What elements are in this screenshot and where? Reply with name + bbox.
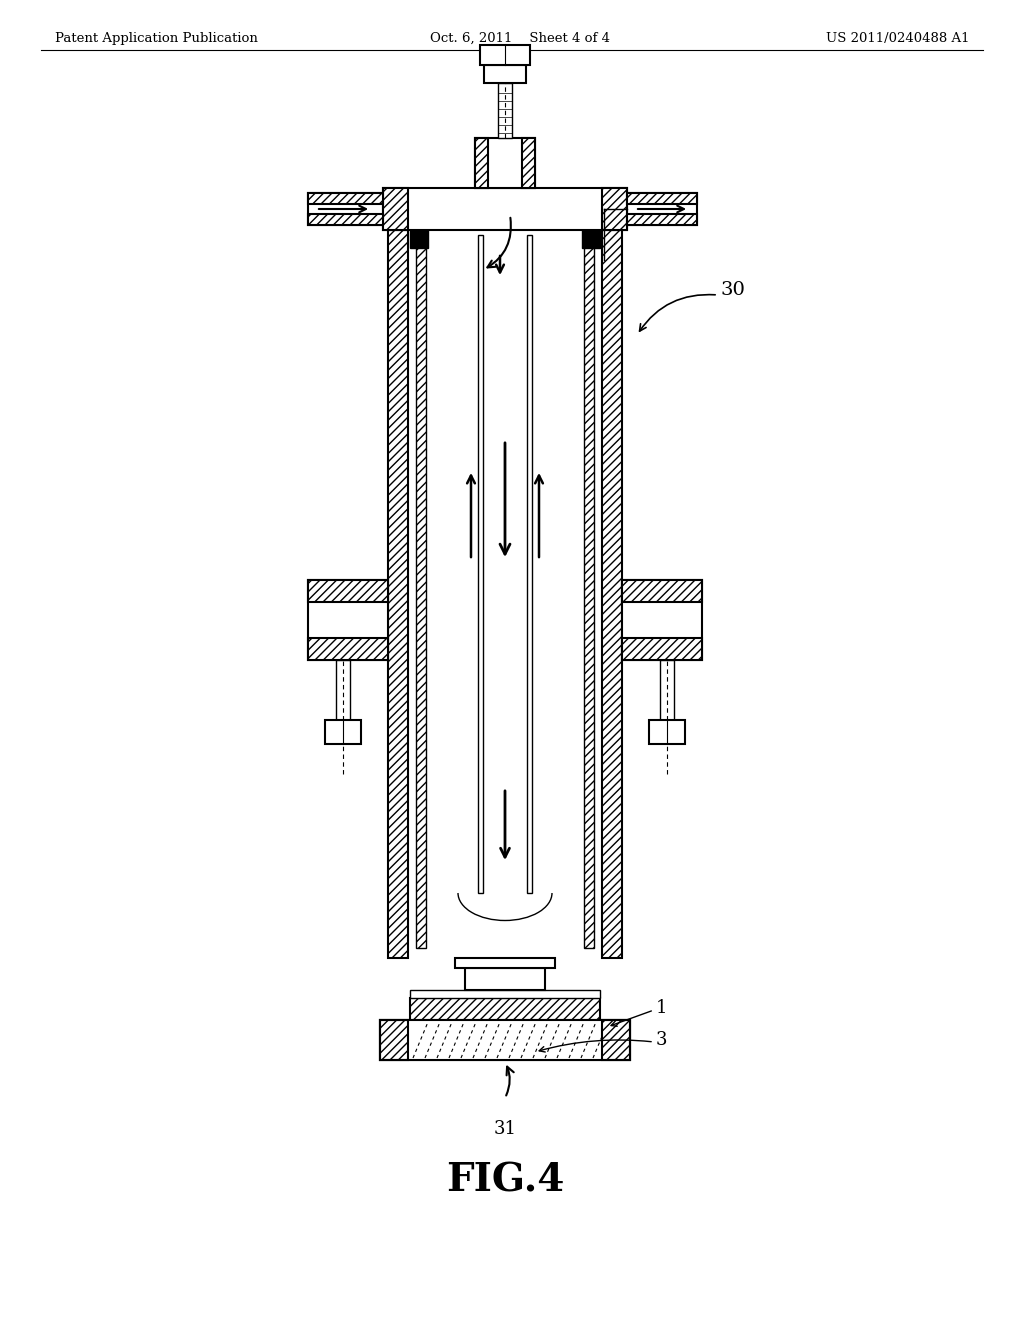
Bar <box>383 187 408 230</box>
Bar <box>410 990 600 998</box>
Bar <box>627 214 697 224</box>
Text: Oct. 6, 2011    Sheet 4 of 4: Oct. 6, 2011 Sheet 4 of 4 <box>430 32 610 45</box>
Bar <box>308 638 388 660</box>
Bar <box>527 235 532 894</box>
Bar <box>475 139 488 187</box>
FancyArrowPatch shape <box>506 1067 514 1096</box>
Bar <box>498 83 512 139</box>
Bar <box>308 193 383 205</box>
Bar <box>383 187 627 230</box>
Bar <box>602 187 627 230</box>
Text: 31: 31 <box>494 1119 516 1138</box>
FancyArrowPatch shape <box>487 218 511 268</box>
Text: FIG.4: FIG.4 <box>445 1162 564 1199</box>
Bar <box>627 193 697 205</box>
Text: 30: 30 <box>720 281 744 300</box>
Bar <box>475 139 535 187</box>
Bar <box>410 998 600 1020</box>
Bar <box>455 958 555 968</box>
Bar <box>602 230 622 958</box>
Text: 1: 1 <box>656 999 668 1016</box>
Bar <box>416 240 426 948</box>
Bar <box>622 579 702 660</box>
Text: 3: 3 <box>656 1031 668 1049</box>
Bar <box>649 719 685 744</box>
Bar <box>325 719 361 744</box>
Bar <box>582 230 600 248</box>
Bar <box>622 579 702 602</box>
Bar <box>308 214 383 224</box>
Bar <box>308 193 383 224</box>
Bar <box>478 235 483 894</box>
Bar <box>308 579 388 660</box>
Bar <box>308 579 388 602</box>
Bar <box>410 230 428 248</box>
FancyArrowPatch shape <box>540 1040 651 1052</box>
Text: Patent Application Publication: Patent Application Publication <box>55 32 258 45</box>
Bar <box>408 1020 602 1060</box>
Bar <box>480 45 530 65</box>
Bar <box>336 660 350 719</box>
Bar <box>380 1020 630 1060</box>
Bar <box>622 638 702 660</box>
Text: US 2011/0240488 A1: US 2011/0240488 A1 <box>826 32 970 45</box>
Bar <box>388 230 408 958</box>
Bar <box>522 139 535 187</box>
Bar <box>380 1020 408 1060</box>
Bar <box>484 65 526 83</box>
Bar <box>584 240 594 948</box>
Bar <box>380 1020 630 1060</box>
Bar <box>627 193 697 224</box>
FancyArrowPatch shape <box>611 1011 651 1026</box>
Bar <box>465 968 545 990</box>
FancyArrowPatch shape <box>640 294 715 331</box>
Bar <box>660 660 674 719</box>
Bar <box>602 1020 630 1060</box>
